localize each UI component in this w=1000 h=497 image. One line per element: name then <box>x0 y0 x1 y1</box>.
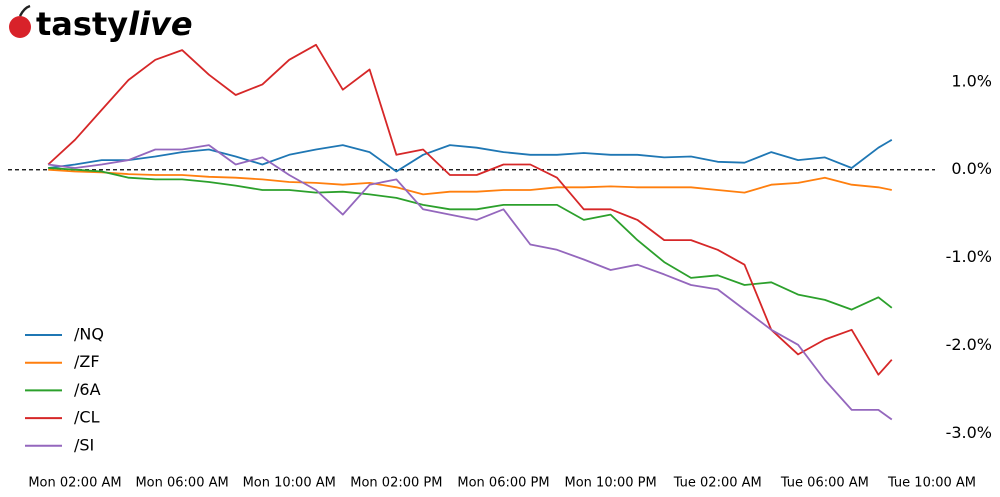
series-line <box>48 168 892 196</box>
y-tick-label: -1.0% <box>946 247 992 266</box>
legend-label: /SI <box>74 435 94 454</box>
logo-icon <box>9 16 31 38</box>
y-tick-label: 1.0% <box>951 71 992 90</box>
x-tick-label: Mon 10:00 PM <box>565 476 657 491</box>
x-tick-label: Mon 10:00 AM <box>243 476 336 491</box>
y-tick-label: -3.0% <box>946 423 992 442</box>
legend-label: /CL <box>74 408 100 427</box>
series-line <box>47 43 893 376</box>
logo: tastylive <box>9 4 193 43</box>
logo-text: tastylive <box>36 5 193 43</box>
x-tick-label: Mon 02:00 PM <box>350 476 442 491</box>
series-line <box>48 139 893 173</box>
x-tick-label: Mon 02:00 AM <box>28 476 121 491</box>
logo-italic: live <box>128 5 193 43</box>
legend-label: /6A <box>74 380 101 399</box>
x-tick-label: Mon 06:00 PM <box>457 476 549 491</box>
series-line <box>48 167 893 311</box>
x-tick-label: Mon 06:00 AM <box>135 476 228 491</box>
legend-label: /NQ <box>74 325 104 344</box>
x-tick-label: Tue 02:00 AM <box>673 476 762 491</box>
y-tick-label: -2.0% <box>946 335 992 354</box>
logo-stem <box>18 4 31 17</box>
x-tick-label: Tue 06:00 AM <box>780 476 869 491</box>
x-tick-label: Tue 10:00 AM <box>887 476 976 491</box>
y-tick-label: 0.0% <box>951 159 992 178</box>
logo-bold: tasty <box>36 5 128 43</box>
legend-label: /ZF <box>74 352 100 371</box>
series-line <box>48 144 893 421</box>
